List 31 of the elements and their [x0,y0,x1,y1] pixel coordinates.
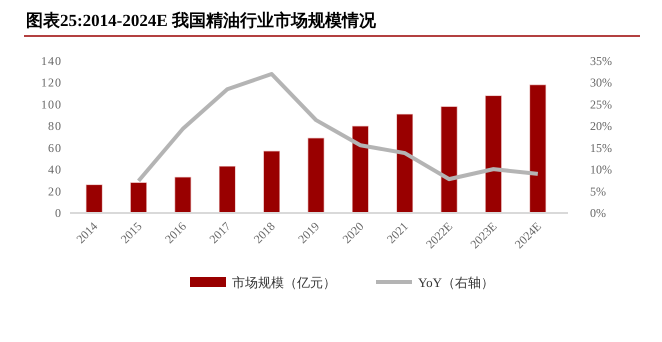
y-tick-label: 40 [48,162,62,177]
y-tick-label: 0 [55,206,62,220]
y2-tick-label: 30% [590,76,612,90]
y-tick-label: 120 [41,76,62,90]
chart-title: 图表25:2014-2024E 我国精油行业市场规模情况 [26,11,377,30]
legend-label: 市场规模（亿元） [232,275,336,290]
bar [530,84,546,214]
y-tick-label: 140 [41,54,62,68]
bar [485,95,502,214]
y-tick-label: 80 [48,119,62,134]
legend-label: YoY（右轴） [418,275,494,290]
bar [308,138,324,214]
y2-tick-label: 0% [590,206,606,220]
bar [263,150,280,214]
bar [86,184,102,214]
y2-tick-label: 15% [590,140,612,155]
y2-tick-label: 35% [590,54,612,68]
y2-tick-label: 20% [590,119,612,134]
bar [174,176,192,214]
y-tick-label: 20 [48,184,62,198]
bar [130,182,147,214]
y-tick-label: 100 [41,97,62,112]
y2-tick-label: 5% [590,184,606,198]
line-series [136,72,540,183]
y2-tick-label: 25% [590,97,612,112]
bar [352,126,369,214]
bar [396,114,414,214]
bar [440,106,458,214]
bar [218,166,236,214]
y2-tick-label: 10% [590,162,612,177]
y-tick-label: 60 [48,140,62,155]
